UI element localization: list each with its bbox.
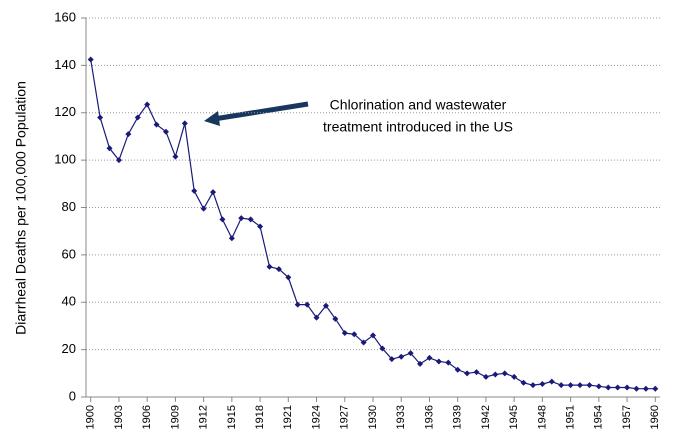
x-tick-label: 1918 [254,405,266,429]
y-tick-label: 160 [54,9,76,24]
marker [200,205,207,212]
marker [388,356,395,363]
x-tick-label: 1900 [85,405,97,429]
marker [407,350,414,357]
marker [558,382,565,389]
x-tick-label: 1924 [310,405,322,429]
marker [275,266,282,273]
x-tick-label: 1927 [339,405,351,429]
y-tick-label: 40 [62,294,76,309]
marker [191,187,198,194]
marker [614,384,621,391]
marker [435,358,442,365]
marker [228,235,235,242]
y-tick-label: 0 [69,388,76,403]
marker [633,385,640,392]
x-tick-label: 1903 [113,405,125,429]
x-tick-label: 1933 [395,405,407,429]
marker [322,302,329,309]
x-tick-label: 1921 [282,405,294,429]
y-tick-label: 60 [62,246,76,261]
x-tick-label: 1954 [593,405,605,429]
marker [370,332,376,339]
x-tick-label: 1957 [621,405,633,429]
marker [548,378,555,385]
marker [162,128,169,135]
x-tick-label: 1909 [169,405,181,429]
marker [529,382,536,389]
marker [294,301,301,308]
marker [417,360,424,367]
marker [379,345,386,352]
x-tick-label: 1945 [508,405,520,429]
marker [473,369,480,376]
annotation-arrow [213,101,309,122]
marker [134,114,141,121]
annotation: treatment introduced in the US [323,119,513,135]
marker [210,189,217,196]
marker [313,314,320,321]
marker [153,121,160,128]
marker [501,370,508,377]
marker [624,384,631,391]
marker [454,366,461,373]
marker [511,373,518,380]
marker [144,101,151,108]
marker [586,382,593,389]
marker [492,371,499,378]
marker [360,339,367,346]
marker [181,120,188,127]
marker [266,263,273,270]
y-tick-label: 80 [62,199,76,214]
x-tick-label: 1906 [141,405,153,429]
y-tick-label: 140 [54,57,76,72]
y-tick-label: 100 [54,152,76,167]
marker [247,216,254,223]
marker [351,331,358,338]
marker [219,216,226,223]
x-tick-label: 1942 [480,405,492,429]
arrow-head [204,111,220,126]
marker [172,153,179,160]
y-axis-label: Diarrheal Deaths per 100,000 Population [13,81,29,335]
marker [304,301,311,308]
marker [567,382,574,389]
x-tick-label: 1930 [367,405,379,429]
marker [642,385,649,392]
annotation: Chlorination and wastewater [330,97,507,113]
x-tick-label: 1960 [649,405,661,429]
x-tick-label: 1951 [565,405,577,429]
marker [398,353,405,360]
marker [539,380,546,387]
y-tick-label: 20 [62,341,76,356]
x-tick-label: 1939 [452,405,464,429]
x-tick-label: 1936 [423,405,435,429]
marker [332,315,339,322]
marker [426,354,433,361]
marker [87,56,94,63]
marker [115,157,122,164]
x-tick-label: 1915 [226,405,238,429]
marker [285,274,292,281]
marker [605,384,612,391]
marker [238,215,245,222]
y-tick-label: 120 [54,104,76,119]
marker [445,359,452,366]
marker [595,383,602,390]
marker [106,145,113,152]
marker [341,330,348,337]
x-tick-label: 1912 [198,405,210,429]
x-tick-label: 1948 [536,405,548,429]
marker [577,382,584,389]
marker [125,131,132,138]
marker [464,370,471,377]
marker [520,379,527,386]
marker [652,385,659,392]
marker [482,373,489,380]
marker [257,223,264,230]
marker [97,114,104,121]
